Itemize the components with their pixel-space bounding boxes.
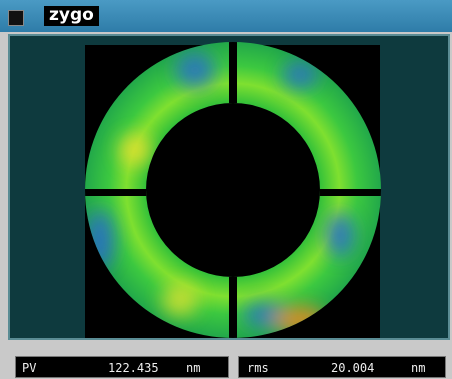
pv-value: 122.435 xyxy=(108,357,159,379)
pv-label: PV xyxy=(22,357,36,379)
zygo-window: zygo xyxy=(0,0,452,378)
rms-field: rms 20.004 nm xyxy=(238,356,446,378)
pv-unit: nm xyxy=(186,357,200,379)
surface-map xyxy=(0,0,452,345)
pv-field: PV 122.435 nm xyxy=(15,356,229,378)
rms-unit: nm xyxy=(411,357,425,379)
rms-label: rms xyxy=(247,357,269,379)
rms-value: 20.004 xyxy=(331,357,374,379)
